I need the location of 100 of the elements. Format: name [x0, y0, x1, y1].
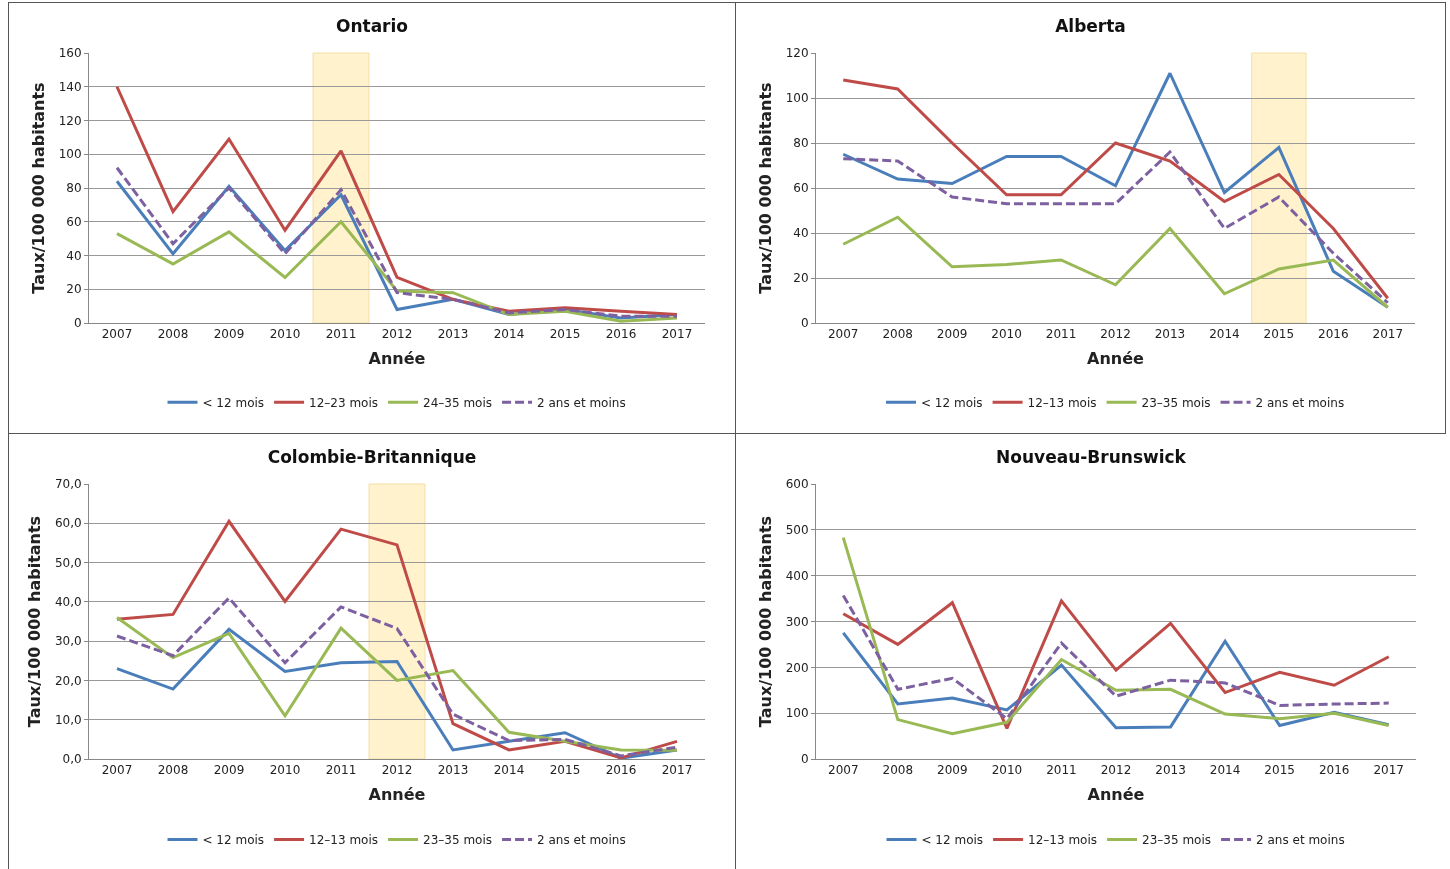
legend-label: 2 ans et moins	[1256, 833, 1345, 848]
x-tick-label: 2007	[101, 763, 133, 778]
chart-title: Colombie-Britannique	[267, 447, 477, 468]
y-tick-label: 20	[66, 282, 82, 297]
y-tick-label: 50,0	[54, 555, 82, 570]
y-tick-label: 20,0	[54, 673, 82, 688]
y-tick-label: 0,0	[62, 752, 82, 767]
x-tick-label: 2008	[157, 763, 189, 778]
chart-title: Nouveau-Brunswick	[996, 447, 1187, 468]
x-tick-label: 2010	[269, 763, 301, 778]
x-tick-label: 2015	[549, 327, 581, 342]
x-tick-label: 2007	[827, 327, 859, 342]
y-tick-label: 60	[66, 214, 82, 229]
y-tick-label: 40	[66, 248, 82, 263]
legend-label: < 12 mois	[921, 395, 983, 410]
x-tick-label: 2009	[936, 327, 968, 342]
y-tick-label: 500	[785, 523, 809, 538]
x-tick-label: 2011	[325, 327, 357, 342]
x-axis-title: Année	[1087, 785, 1145, 805]
y-tick-label: 40	[793, 226, 809, 241]
y-tick-label: 60,0	[54, 516, 82, 531]
x-tick-label: 2015	[549, 763, 581, 778]
x-tick-label: 2013	[437, 763, 469, 778]
x-tick-label: 2013	[1155, 763, 1186, 778]
x-tick-label: 2011	[1046, 763, 1077, 778]
y-tick-label: 100	[58, 147, 82, 162]
x-axis-title: Année	[368, 785, 426, 805]
x-tick-label: 2008	[882, 763, 914, 778]
x-tick-label: 2016	[605, 763, 637, 778]
x-tick-label: 2012	[1100, 327, 1131, 342]
legend-label: 12–23 mois	[309, 395, 379, 410]
x-tick-label: 2009	[213, 763, 245, 778]
y-tick-label: 30,0	[54, 634, 82, 649]
legend-label: < 12 mois	[202, 395, 265, 410]
x-tick-label: 2014	[493, 327, 525, 342]
x-tick-label: 2010	[991, 327, 1022, 342]
legend-label: < 12 mois	[921, 833, 984, 848]
x-tick-label: 2016	[605, 327, 637, 342]
x-tick-label: 2013	[1154, 327, 1186, 342]
y-tick-label: 120	[58, 113, 82, 128]
x-tick-label: 2012	[381, 763, 413, 778]
legend-label: 23–35 mois	[423, 833, 493, 848]
y-axis-title: Taux/100 000 habitants	[755, 515, 775, 728]
y-tick-label: 120	[785, 46, 809, 61]
x-tick-label: 2014	[1209, 327, 1240, 342]
legend-label: 2 ans et moins	[537, 395, 626, 410]
x-tick-label: 2014	[1209, 763, 1241, 778]
x-tick-label: 2007	[101, 327, 133, 342]
y-tick-label: 0	[800, 752, 809, 767]
x-tick-label: 2017	[1372, 327, 1404, 342]
y-tick-label: 160	[58, 46, 82, 61]
x-tick-label: 2012	[1100, 763, 1132, 778]
x-tick-label: 2008	[882, 327, 913, 342]
y-tick-label: 60	[793, 181, 809, 196]
legend-label: 2 ans et moins	[537, 833, 626, 848]
x-tick-label: 2015	[1264, 763, 1295, 778]
chart-title: Alberta	[1055, 16, 1126, 37]
legend-label: 2 ans et moins	[1255, 395, 1345, 410]
x-tick-label: 2010	[991, 763, 1023, 778]
y-tick-label: 80	[66, 181, 82, 196]
y-tick-label: 0	[73, 316, 82, 331]
x-tick-label: 2017	[661, 327, 693, 342]
y-tick-label: 300	[785, 614, 809, 629]
y-axis-title: Taux/100 000 habitants	[24, 515, 44, 728]
x-axis-title: Année	[1087, 349, 1145, 369]
legend-label: 12–13 mois	[1027, 395, 1097, 410]
x-tick-label: 2007	[828, 763, 859, 778]
x-tick-label: 2011	[325, 763, 357, 778]
legend-label: 24–35 mois	[423, 395, 493, 410]
y-tick-label: 70,0	[54, 477, 82, 492]
y-tick-label: 0	[800, 316, 809, 331]
legend-label: 23–35 mois	[1142, 833, 1212, 848]
y-tick-label: 80	[793, 136, 809, 151]
x-tick-label: 2010	[269, 327, 301, 342]
x-tick-label: 2013	[437, 327, 469, 342]
x-tick-label: 2015	[1263, 327, 1295, 342]
x-tick-label: 2009	[937, 763, 968, 778]
legend-label: 12–13 mois	[309, 833, 379, 848]
x-tick-label: 2017	[1373, 763, 1404, 778]
legend-label: < 12 mois	[202, 833, 265, 848]
y-tick-label: 200	[785, 660, 809, 675]
y-axis-title: Taux/100 000 habitants	[755, 82, 775, 294]
chart-title: Ontario	[335, 16, 409, 37]
x-tick-label: 2012	[381, 327, 413, 342]
x-tick-label: 2009	[213, 327, 245, 342]
y-tick-label: 20	[793, 271, 809, 286]
y-tick-label: 600	[785, 477, 809, 492]
y-axis-title: Taux/100 000 habitants	[28, 82, 48, 294]
x-tick-label: 2011	[1045, 327, 1077, 342]
y-tick-label: 400	[785, 568, 809, 583]
y-tick-label: 140	[58, 79, 82, 94]
x-axis-title: Année	[368, 349, 426, 369]
x-tick-label: 2008	[157, 327, 189, 342]
legend-label: 12–13 mois	[1028, 833, 1098, 848]
x-tick-label: 2016	[1318, 327, 1349, 342]
x-tick-label: 2017	[661, 763, 693, 778]
legend-label: 23–35 mois	[1141, 395, 1211, 410]
y-tick-label: 100	[785, 91, 809, 106]
x-tick-label: 2016	[1318, 763, 1350, 778]
x-tick-label: 2014	[493, 763, 525, 778]
